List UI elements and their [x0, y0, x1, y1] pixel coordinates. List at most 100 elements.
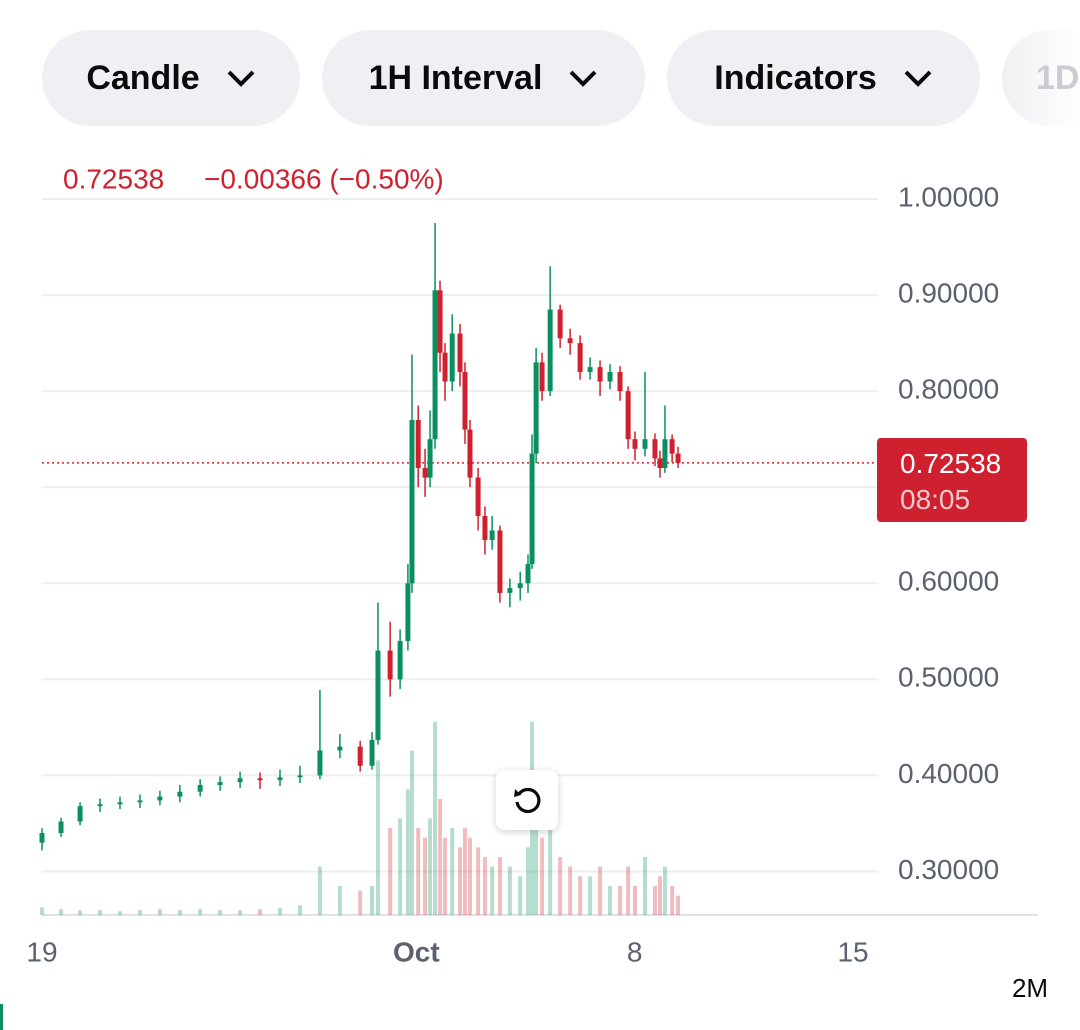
candle-body: [475, 477, 481, 517]
candle-body: [397, 640, 403, 680]
volume-bar: [428, 818, 433, 915]
volume-bar: [476, 847, 481, 915]
volume-bar: [662, 866, 667, 915]
candle-body: [405, 583, 411, 641]
volume-bar: [78, 910, 83, 915]
candle-body: [525, 564, 531, 584]
volume-bar: [278, 908, 283, 915]
volume-bar: [375, 760, 380, 915]
range-button[interactable]: 1D: [1002, 30, 1080, 126]
chart-type-button[interactable]: Candle: [42, 30, 300, 126]
volume-bar: [137, 910, 142, 915]
candle-body: [669, 439, 675, 454]
volume-bar: [337, 886, 342, 915]
volume-bar: [534, 789, 539, 915]
candle-body: [675, 453, 681, 463]
volume-label: 2M: [1012, 973, 1048, 1003]
volume-bar: [443, 837, 448, 915]
candle-body: [277, 777, 283, 781]
volume-bar: [59, 909, 64, 915]
candle-body: [657, 458, 663, 469]
volume-bar: [405, 789, 410, 915]
volume-bar: [632, 886, 637, 915]
candle-body: [467, 429, 473, 478]
volume-bar: [157, 909, 162, 915]
candle-body: [257, 778, 263, 781]
candle-body: [547, 309, 553, 392]
y-tick-label: 0.90000: [898, 277, 999, 308]
candle-body: [533, 362, 539, 454]
price-change: −0.00366 (−0.50%): [204, 163, 444, 194]
candle-body: [197, 785, 203, 792]
volume-bar: [317, 866, 322, 915]
volume-bar: [657, 876, 662, 915]
candle-body: [317, 750, 323, 776]
candle-body: [177, 791, 183, 797]
candle-body: [117, 802, 123, 805]
volume-bar: [652, 886, 657, 915]
button-label: Indicators: [714, 58, 877, 97]
volume-bar: [608, 886, 613, 915]
candle-body: [457, 333, 463, 372]
volume-bar: [540, 837, 545, 915]
candle-body: [58, 821, 64, 834]
button-label: 1D: [1036, 58, 1080, 97]
candle-body: [517, 583, 523, 589]
candle-body: [297, 775, 303, 778]
volume-bar: [398, 818, 403, 915]
volume-bar: [423, 837, 428, 915]
volume-bar: [526, 847, 531, 915]
volume-bar: [497, 857, 502, 915]
volume-bar: [518, 876, 523, 915]
candle-body: [587, 367, 593, 372]
volume-bar: [450, 828, 455, 915]
volume-bar: [297, 905, 302, 915]
volume-bar: [568, 866, 573, 915]
volume-bar: [548, 828, 553, 915]
button-label: 1H Interval: [368, 58, 543, 97]
candle-body: [539, 362, 545, 392]
candle-body: [507, 588, 513, 593]
volume-bar: [177, 910, 182, 915]
volume-bar: [409, 750, 414, 915]
volume-bar: [117, 911, 122, 915]
candle-body: [449, 333, 455, 382]
volume-bar: [238, 910, 243, 915]
reset-icon: [514, 787, 541, 814]
volume-bar: [433, 721, 438, 915]
candle-body: [427, 439, 433, 478]
volume-bar: [598, 866, 603, 915]
y-tick-label: 0.80000: [898, 374, 999, 405]
candle-body: [625, 391, 631, 440]
volume-bar: [588, 876, 593, 915]
candle-body: [497, 530, 503, 593]
volume-bar: [462, 828, 467, 915]
y-tick-label: 0.60000: [898, 566, 999, 597]
candle-body: [409, 419, 415, 584]
candle-body: [432, 290, 438, 440]
candle-body: [652, 439, 658, 459]
volume-bar: [558, 857, 563, 915]
candle-body: [617, 371, 623, 392]
chevron: [904, 70, 932, 87]
candle-body: [462, 371, 468, 430]
candle-body: [577, 343, 583, 372]
volume-bar: [578, 876, 583, 915]
volume-bar: [642, 857, 647, 915]
candle-body: [632, 439, 638, 449]
candle-body: [422, 468, 428, 478]
reset-button[interactable]: [496, 770, 558, 830]
chevron: [227, 70, 255, 87]
volume-bar: [438, 799, 443, 915]
volume-bar: [490, 866, 495, 915]
candle-body: [437, 290, 443, 353]
x-tick-label: 15: [837, 936, 868, 967]
y-tick-label: 0.50000: [898, 662, 999, 693]
y-tick-label: 0.40000: [898, 758, 999, 789]
candle-body: [557, 309, 563, 339]
candle-body: [157, 796, 163, 801]
candle-body: [137, 800, 143, 803]
indicators-button[interactable]: Indicators: [667, 30, 980, 126]
interval-button[interactable]: 1H Interval: [322, 30, 645, 126]
